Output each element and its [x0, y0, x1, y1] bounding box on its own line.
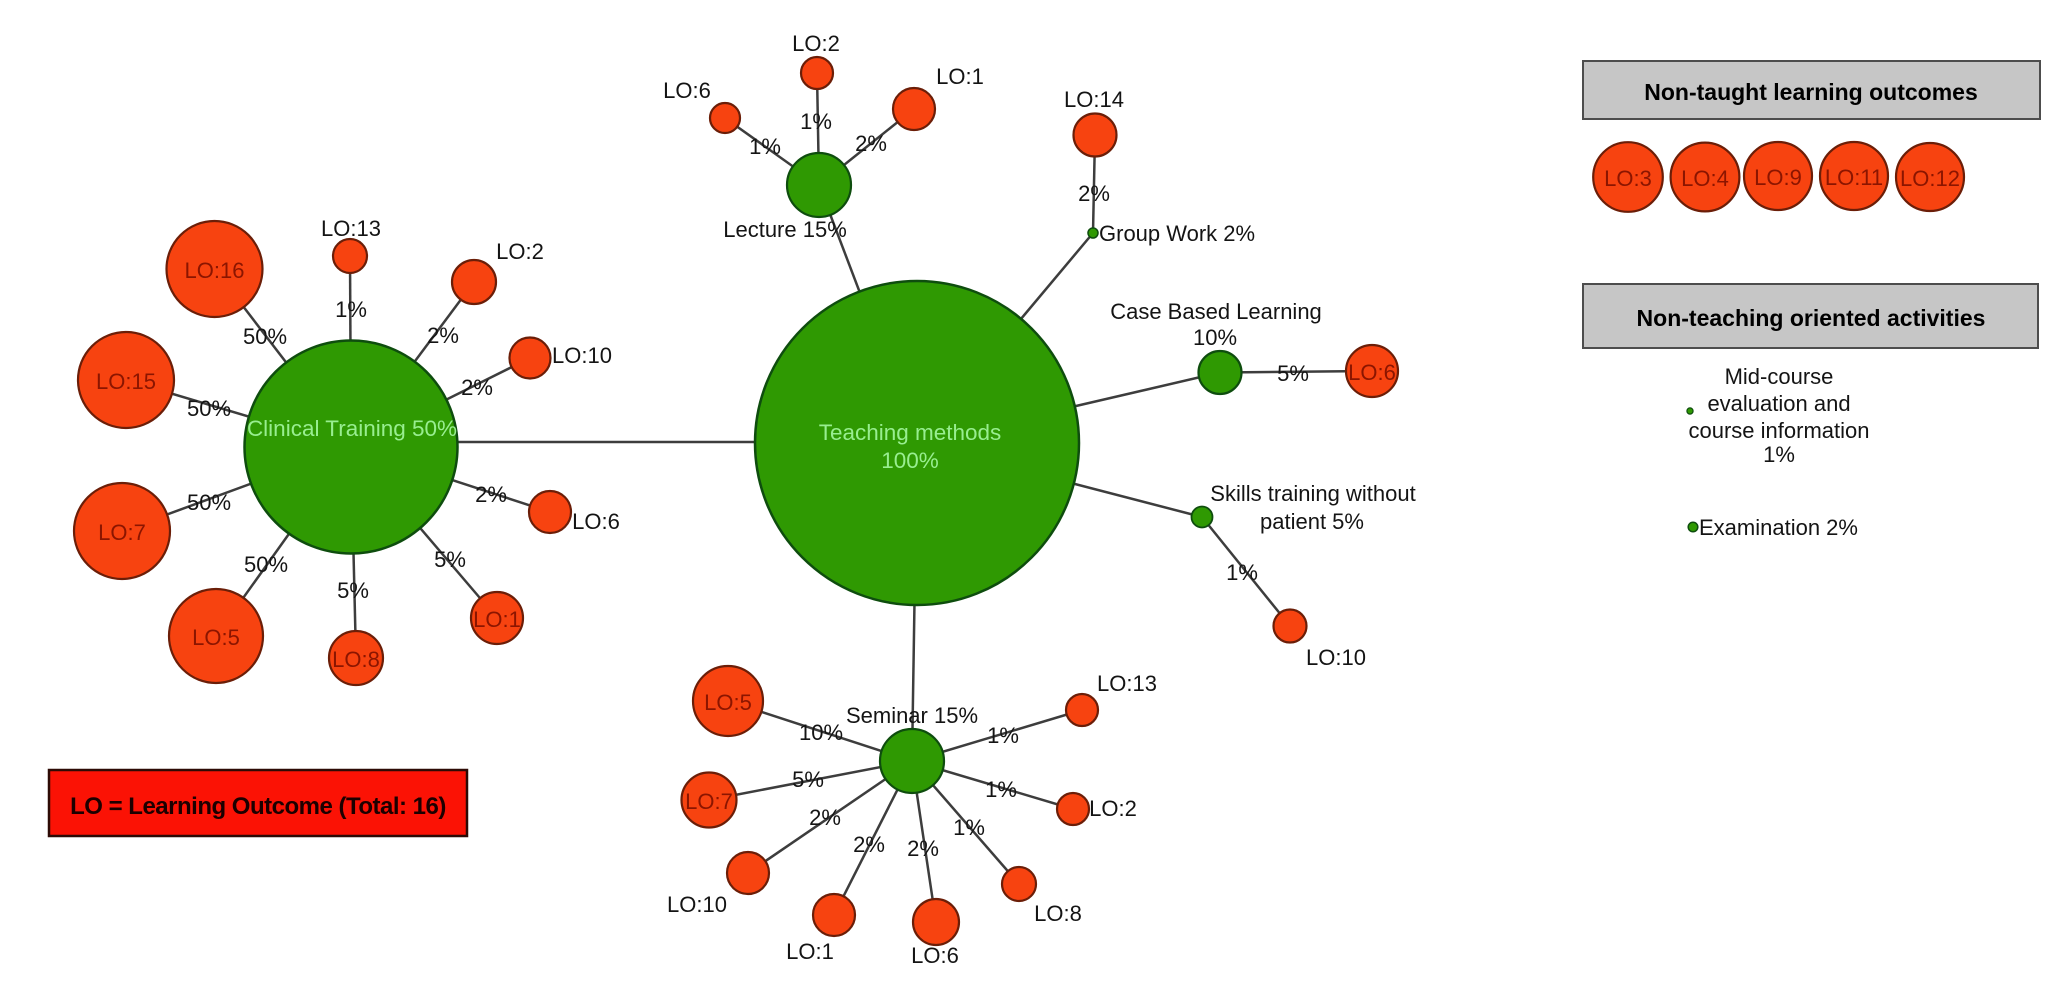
svg-text:LO:15: LO:15	[96, 369, 156, 394]
svg-text:LO:10: LO:10	[552, 343, 612, 368]
svg-text:LO:6: LO:6	[572, 509, 620, 534]
svg-text:1%: 1%	[1763, 442, 1795, 467]
svg-text:50%: 50%	[187, 396, 231, 421]
svg-text:LO:2: LO:2	[1089, 796, 1137, 821]
svg-text:Non-taught learning outcomes: Non-taught learning outcomes	[1644, 79, 1978, 105]
svg-text:50%: 50%	[187, 490, 231, 515]
svg-text:LO:13: LO:13	[1097, 671, 1157, 696]
svg-text:2%: 2%	[427, 323, 459, 348]
svg-text:LO:8: LO:8	[1034, 901, 1082, 926]
svg-text:5%: 5%	[1277, 361, 1309, 386]
svg-text:Seminar 15%: Seminar 15%	[846, 703, 978, 728]
svg-text:10%: 10%	[799, 720, 843, 745]
svg-text:10%: 10%	[1193, 325, 1237, 350]
svg-text:LO:1: LO:1	[786, 939, 834, 964]
svg-text:LO:14: LO:14	[1064, 87, 1124, 112]
svg-text:LO:4: LO:4	[1681, 166, 1729, 191]
svg-text:Clinical Training 50%: Clinical Training 50%	[247, 416, 457, 441]
svg-text:LO:7: LO:7	[98, 520, 146, 545]
svg-text:LO:6: LO:6	[1348, 360, 1396, 385]
svg-text:LO:10: LO:10	[1306, 645, 1366, 670]
svg-text:5%: 5%	[337, 578, 369, 603]
svg-text:Examination 2%: Examination 2%	[1699, 515, 1858, 540]
svg-text:1%: 1%	[987, 723, 1019, 748]
svg-text:LO:12: LO:12	[1900, 166, 1960, 191]
svg-text:LO:1: LO:1	[473, 607, 521, 632]
svg-text:LO = Learning Outcome (Total:: LO = Learning Outcome (Total: 16)	[70, 793, 446, 820]
svg-text:LO:2: LO:2	[792, 31, 840, 56]
svg-text:2%: 2%	[461, 375, 493, 400]
svg-text:1%: 1%	[1226, 560, 1258, 585]
svg-text:1%: 1%	[953, 815, 985, 840]
svg-text:patient 5%: patient 5%	[1260, 509, 1364, 534]
svg-text:Mid-course: Mid-course	[1725, 364, 1834, 389]
svg-text:LO:11: LO:11	[1825, 165, 1883, 190]
svg-text:LO:6: LO:6	[663, 78, 711, 103]
svg-text:LO:3: LO:3	[1604, 166, 1652, 191]
svg-text:LO:8: LO:8	[332, 647, 380, 672]
svg-text:1%: 1%	[749, 134, 781, 159]
svg-text:LO:7: LO:7	[685, 789, 733, 814]
svg-text:Group Work 2%: Group Work 2%	[1099, 221, 1255, 246]
svg-text:2%: 2%	[475, 482, 507, 507]
svg-text:LO:5: LO:5	[192, 625, 240, 650]
svg-text:evaluation and: evaluation and	[1707, 391, 1850, 416]
svg-text:Skills training without: Skills training without	[1210, 481, 1415, 506]
svg-text:LO:9: LO:9	[1754, 165, 1802, 190]
svg-text:100%: 100%	[881, 448, 939, 473]
svg-text:2%: 2%	[855, 131, 887, 156]
svg-text:2%: 2%	[809, 805, 841, 830]
svg-text:2%: 2%	[853, 832, 885, 857]
svg-text:LO:6: LO:6	[911, 943, 959, 968]
svg-text:1%: 1%	[985, 777, 1017, 802]
svg-text:LO:2: LO:2	[496, 239, 544, 264]
svg-text:5%: 5%	[434, 547, 466, 572]
svg-text:LO:1: LO:1	[936, 64, 984, 89]
svg-text:2%: 2%	[907, 836, 939, 861]
svg-text:Teaching methods: Teaching methods	[819, 420, 1002, 445]
svg-text:50%: 50%	[243, 324, 287, 349]
svg-text:LO:16: LO:16	[185, 258, 245, 283]
svg-text:LO:13: LO:13	[321, 216, 381, 241]
svg-text:Lecture 15%: Lecture 15%	[723, 217, 847, 242]
svg-text:LO:10: LO:10	[667, 892, 727, 917]
svg-text:course information: course information	[1689, 418, 1870, 443]
svg-text:5%: 5%	[792, 767, 824, 792]
svg-text:Case Based Learning: Case Based Learning	[1110, 299, 1322, 324]
svg-text:50%: 50%	[244, 552, 288, 577]
svg-text:Non-teaching oriented activiti: Non-teaching oriented activities	[1637, 305, 1986, 331]
svg-text:LO:5: LO:5	[704, 690, 752, 715]
svg-text:2%: 2%	[1078, 181, 1110, 206]
svg-text:1%: 1%	[800, 109, 832, 134]
svg-text:1%: 1%	[335, 297, 367, 322]
